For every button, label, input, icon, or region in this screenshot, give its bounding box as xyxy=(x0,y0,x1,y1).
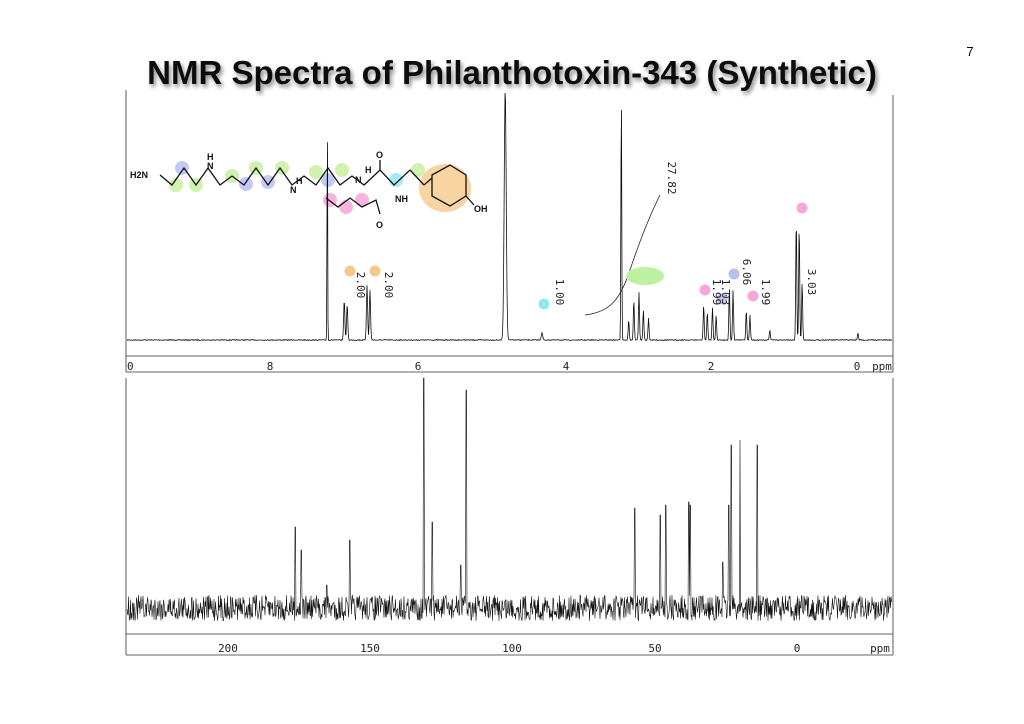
peak-marker xyxy=(626,267,664,285)
carbon-frame xyxy=(125,378,894,656)
integral-label: 2.00 xyxy=(354,272,367,299)
bond xyxy=(159,166,425,187)
atom-label: H2N xyxy=(130,170,148,180)
peak-marker xyxy=(538,298,550,310)
proton-frame xyxy=(125,90,894,373)
atom-label: H xyxy=(207,152,214,162)
labels: 0 8 6 4 2 0 ppm 200 150 100 50 0 ppm 2.00 2.00 1.00 27.8… xyxy=(127,161,892,655)
atom-highlight xyxy=(239,177,253,191)
integral-label: 1.99 xyxy=(710,279,723,306)
atom-label: O xyxy=(376,220,383,230)
axis-label: ppm xyxy=(872,360,892,373)
atom-highlight xyxy=(175,161,189,175)
axis-label: 8 xyxy=(267,360,274,373)
peak-marker xyxy=(747,290,759,302)
bond xyxy=(325,197,381,215)
axis-label: 2 xyxy=(708,360,715,373)
atom-highlight xyxy=(309,165,323,179)
atom-highlight xyxy=(339,200,353,214)
integral-label: 3.03 xyxy=(805,269,818,296)
proton-trace xyxy=(126,92,893,342)
integral-label: 1.03 xyxy=(719,279,732,306)
atom-label: N xyxy=(290,185,297,195)
axis-label: 100 xyxy=(502,642,522,655)
integral-curve xyxy=(584,194,661,316)
atom-highlight xyxy=(355,193,369,207)
axis-label: 150 xyxy=(360,642,380,655)
atom-highlight xyxy=(335,163,349,177)
axis-label: 0 xyxy=(854,360,861,373)
atom-label: O xyxy=(376,150,383,160)
atom-label: N xyxy=(207,161,214,171)
axis-label: ppm xyxy=(870,642,890,655)
atom-label: H xyxy=(365,165,372,175)
peak-marker xyxy=(344,265,356,277)
axis-label: 6 xyxy=(415,360,422,373)
peak-marker xyxy=(369,265,381,277)
peak-marker xyxy=(716,293,728,305)
axis-label: 4 xyxy=(563,360,570,373)
peak-marker xyxy=(699,284,711,296)
atom-highlight xyxy=(389,173,403,187)
integral-label: 6.06 xyxy=(740,259,753,286)
atom-highlight xyxy=(411,163,425,177)
integral-label: 1.99 xyxy=(759,279,772,306)
axis-label: 0 xyxy=(127,360,134,373)
ring-highlight xyxy=(419,164,471,212)
bond xyxy=(423,177,433,186)
atom-label: H xyxy=(296,176,303,186)
atom-label: N xyxy=(355,175,362,185)
peak-marker xyxy=(728,268,740,280)
axis-label: 200 xyxy=(218,642,238,655)
atom-highlight xyxy=(275,161,289,175)
integral-label: 1.00 xyxy=(553,279,566,306)
integral-label: 2.00 xyxy=(382,272,395,299)
peak-marker xyxy=(796,202,808,214)
atom-highlight xyxy=(169,178,183,192)
atom-label: NH xyxy=(395,194,408,204)
atom-highlight xyxy=(261,175,275,189)
integral-label: 27.82 xyxy=(665,161,678,194)
carbon-trace xyxy=(126,377,893,622)
slide-title: NMR Spectra of Philanthotoxin-343 (Synth… xyxy=(147,54,877,91)
bond xyxy=(465,195,475,206)
spectra xyxy=(126,92,893,622)
page-number: 7 xyxy=(966,44,973,59)
atom-label: OH xyxy=(474,204,488,214)
axis-label: 50 xyxy=(648,642,661,655)
axis-label: 0 xyxy=(794,642,801,655)
